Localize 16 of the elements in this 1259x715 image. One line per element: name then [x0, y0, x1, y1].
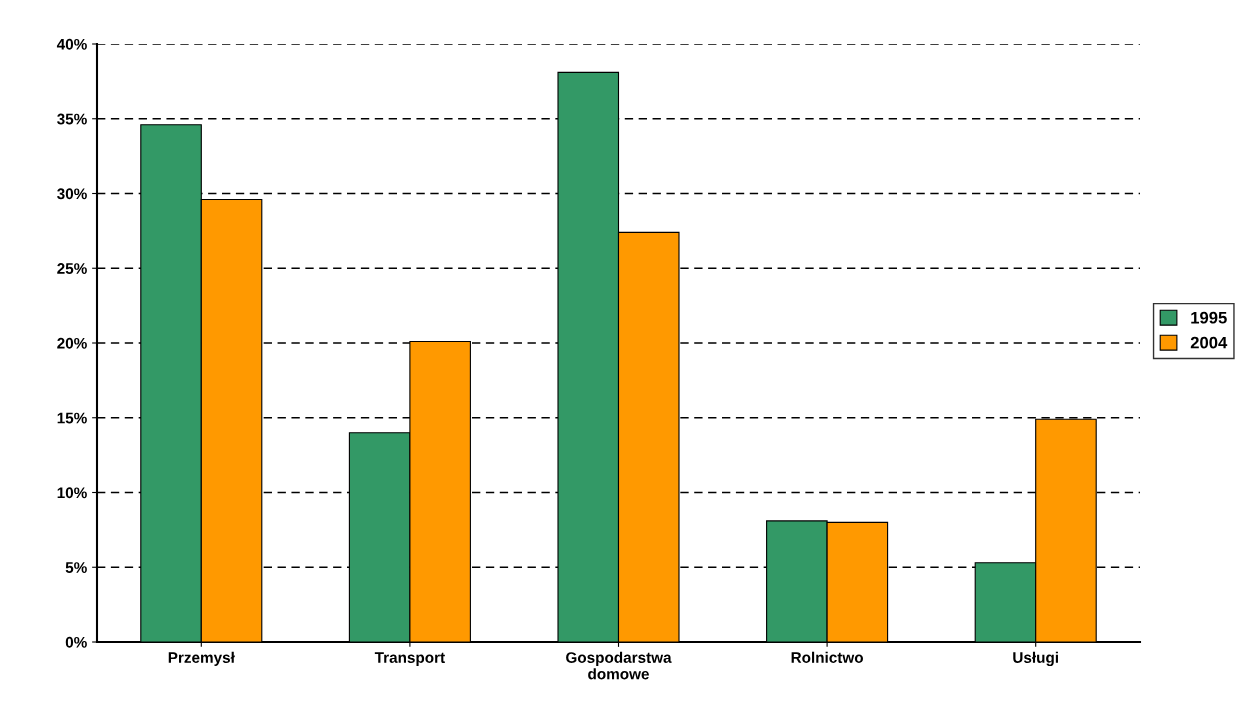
- x-tick-label: Transport: [374, 652, 445, 666]
- y-tick-label: 35%: [57, 113, 87, 125]
- legend-label: 1995: [1191, 311, 1227, 324]
- legend-label: 2004: [1190, 336, 1228, 349]
- y-tick-label: 15%: [57, 412, 87, 424]
- y-tick-label: 40%: [56, 38, 87, 50]
- y-tick-label: 25%: [57, 263, 87, 274]
- y-tick-label: 10%: [57, 487, 87, 499]
- x-tick-label: Gospodarstwa domowe: [566, 651, 672, 680]
- y-tick-label: 5%: [65, 562, 87, 573]
- y-tick-label: 20%: [57, 337, 87, 349]
- x-tick-label: Przemysł: [168, 651, 235, 666]
- y-tick-label: 0%: [65, 636, 87, 648]
- x-tick-label: Rolnictwo: [791, 651, 863, 663]
- y-tick-label: 30%: [57, 188, 87, 200]
- x-tick-label: Usługi: [1013, 651, 1058, 667]
